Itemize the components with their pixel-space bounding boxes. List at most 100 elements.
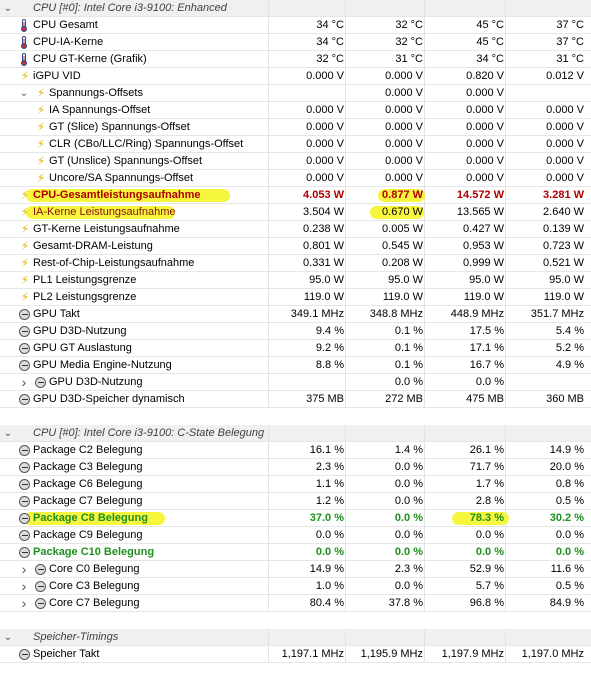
value-max: 0.000 V bbox=[466, 87, 504, 99]
sensor-row[interactable]: › GPU D3D-Nutzung 0.0 % 0.0 % bbox=[0, 374, 591, 391]
sensor-label: GT-Kerne Leistungsaufnahme bbox=[33, 223, 180, 235]
value-min: 0.0 % bbox=[394, 495, 423, 507]
sensor-row[interactable]: CPU Gesamt 34 °C 32 °C 45 °C 37 °C bbox=[0, 17, 591, 34]
sensor-row[interactable]: ⚡ GT (Unslice) Spannungs-Offset 0.000 V 0.0… bbox=[0, 153, 591, 170]
bolt-icon: ⚡ bbox=[36, 137, 46, 151]
sensor-label: Spannungs-Offsets bbox=[49, 87, 143, 99]
collapse-chevron-icon[interactable]: ⌄ bbox=[3, 3, 13, 14]
value-min: 348.8 MHz bbox=[369, 308, 423, 320]
section-header[interactable]: ⌄ CPU [#0]: Intel Core i3-9100: C-State B… bbox=[0, 425, 591, 442]
column-divider bbox=[424, 68, 425, 84]
collapse-chevron-icon[interactable]: ⌄ bbox=[19, 88, 29, 99]
column-divider bbox=[424, 476, 425, 492]
value-current: 32 °C bbox=[316, 53, 344, 65]
value-current: 34 °C bbox=[316, 19, 344, 31]
column-divider bbox=[424, 17, 425, 33]
column-divider bbox=[424, 357, 425, 373]
expand-chevron-icon[interactable]: › bbox=[21, 374, 27, 390]
value-avg: 11.6 % bbox=[550, 563, 584, 575]
column-divider bbox=[345, 0, 346, 16]
sensor-row[interactable]: GPU D3D-Nutzung 9.4 % 0.1 % 17.5 % 5.4 % bbox=[0, 323, 591, 340]
sensor-row[interactable]: ⚡ PL1 Leistungsgrenze 95.0 W 95.0 W 95.0 W 95… bbox=[0, 272, 591, 289]
sensor-row[interactable]: ⌄ ⚡ Spannungs-Offsets 0.000 V 0.000 V bbox=[0, 85, 591, 102]
sensor-row[interactable]: › Core C7 Belegung 80.4 % 37.8 % 96.8 % 84.9 … bbox=[0, 595, 591, 612]
value-max: 0.0 % bbox=[475, 546, 504, 558]
column-divider bbox=[505, 85, 506, 101]
value-avg: 95.0 W bbox=[549, 274, 584, 286]
value-avg: 0.521 W bbox=[543, 257, 584, 269]
sensor-row[interactable]: Package C3 Belegung 2.3 % 0.0 % 71.7 % 20.0 … bbox=[0, 459, 591, 476]
sensor-row[interactable]: GPU Takt 349.1 MHz 348.8 MHz 448.9 MHz 351.7… bbox=[0, 306, 591, 323]
value-current: 8.8 % bbox=[315, 359, 344, 371]
column-divider bbox=[268, 323, 269, 339]
sensor-row[interactable]: Package C9 Belegung 0.0 % 0.0 % 0.0 % 0.0 % bbox=[0, 527, 591, 544]
sensor-row[interactable]: GPU D3D-Speicher dynamisch 375 MB 272 MB 47… bbox=[0, 391, 591, 408]
column-divider bbox=[345, 102, 346, 118]
sensor-row[interactable]: Package C7 Belegung 1.2 % 0.0 % 2.8 % 0.5 % bbox=[0, 493, 591, 510]
sensor-row[interactable]: ⚡ iGPU VID 0.000 V 0.000 V 0.820 V 0.012 V bbox=[0, 68, 591, 85]
sensor-row[interactable]: Package C6 Belegung 1.1 % 0.0 % 1.7 % 0.8 % bbox=[0, 476, 591, 493]
sensor-row[interactable]: Package C10 Belegung 0.0 % 0.0 % 0.0 % 0.0 % bbox=[0, 544, 591, 561]
sensor-row[interactable]: CPU GT-Kerne (Grafik) 32 °C 31 °C 34 °C 31 °… bbox=[0, 51, 591, 68]
sensor-row[interactable]: › Core C0 Belegung 14.9 % 2.3 % 52.9 % 11.6 % bbox=[0, 561, 591, 578]
column-divider bbox=[505, 0, 506, 16]
column-divider bbox=[345, 204, 346, 220]
sensor-row[interactable]: ⚡ GT (Slice) Spannungs-Offset 0.000 V 0.000… bbox=[0, 119, 591, 136]
sensor-row[interactable]: GPU GT Auslastung 9.2 % 0.1 % 17.1 % 5.2 % bbox=[0, 340, 591, 357]
sensor-row[interactable]: Package C8 Belegung 37.0 % 0.0 % 78.3 % 30.2… bbox=[0, 510, 591, 527]
collapse-chevron-icon[interactable]: ⌄ bbox=[3, 632, 13, 643]
value-max: 0.0 % bbox=[475, 529, 504, 541]
sensor-row[interactable]: ⚡ IA Spannungs-Offset 0.000 V 0.000 V 0.000 … bbox=[0, 102, 591, 119]
sensor-row[interactable]: ⚡ CPU-Gesamtleistungsaufnahme 4.053 W 0.877… bbox=[0, 187, 591, 204]
value-avg: 14.9 % bbox=[549, 444, 584, 456]
column-divider bbox=[345, 68, 346, 84]
column-divider bbox=[505, 374, 506, 390]
bolt-icon: ⚡ bbox=[20, 188, 30, 202]
sensor-row[interactable]: ⚡ Uncore/SA Spannungs-Offset 0.000 V 0.000 … bbox=[0, 170, 591, 187]
gauge-icon bbox=[19, 462, 30, 473]
value-max: 1,197.9 MHz bbox=[441, 648, 504, 660]
sensor-label: Core C7 Belegung bbox=[49, 597, 140, 609]
section-header[interactable]: ⌄ CPU [#0]: Intel Core i3-9100: Enhanced bbox=[0, 0, 591, 17]
column-divider bbox=[424, 34, 425, 50]
sensor-row[interactable]: ⚡ IA-Kerne Leistungsaufnahme 3.504 W 0.670 … bbox=[0, 204, 591, 221]
value-max: 96.8 % bbox=[469, 597, 504, 609]
column-divider bbox=[505, 68, 506, 84]
value-min: 0.005 W bbox=[382, 223, 423, 235]
value-avg: 360 MB bbox=[546, 393, 584, 405]
sensor-row[interactable]: ⚡ Rest-of-Chip-Leistungsaufnahme 0.331 W 0.… bbox=[0, 255, 591, 272]
column-divider bbox=[505, 476, 506, 492]
column-divider bbox=[505, 238, 506, 254]
sensor-label: Package C9 Belegung bbox=[33, 529, 143, 541]
value-min: 0.000 V bbox=[385, 121, 423, 133]
value-min: 0.1 % bbox=[394, 342, 423, 354]
value-avg: 0.5 % bbox=[555, 580, 584, 592]
sensor-row[interactable]: ⚡ PL2 Leistungsgrenze 119.0 W 119.0 W 119.0 … bbox=[0, 289, 591, 306]
sensor-row[interactable]: ⚡ CLR (CBo/LLC/Ring) Spannungs-Offset 0.00… bbox=[0, 136, 591, 153]
column-divider bbox=[268, 391, 269, 407]
column-divider bbox=[424, 289, 425, 305]
sensor-row[interactable]: ⚡ GT-Kerne Leistungsaufnahme 0.238 W 0.005 … bbox=[0, 221, 591, 238]
column-divider bbox=[505, 595, 506, 611]
thermometer-icon bbox=[19, 53, 31, 66]
value-min: 272 MB bbox=[385, 393, 423, 405]
expand-chevron-icon[interactable]: › bbox=[21, 595, 27, 611]
section-header[interactable]: ⌄ Speicher-Timings bbox=[0, 629, 591, 646]
sensor-row[interactable]: › Core C3 Belegung 1.0 % 0.0 % 5.7 % 0.5 % bbox=[0, 578, 591, 595]
sensor-row[interactable]: CPU-IA-Kerne 34 °C 32 °C 45 °C 37 °C bbox=[0, 34, 591, 51]
value-max: 45 °C bbox=[476, 36, 504, 48]
sensor-row[interactable]: ⚡ Gesamt-DRAM-Leistung 0.801 W 0.545 W 0.953… bbox=[0, 238, 591, 255]
expand-chevron-icon[interactable]: › bbox=[21, 561, 27, 577]
collapse-chevron-icon[interactable]: ⌄ bbox=[3, 428, 13, 439]
column-divider bbox=[505, 136, 506, 152]
column-divider bbox=[345, 323, 346, 339]
value-current: 0.000 V bbox=[306, 104, 344, 116]
sensor-row[interactable]: Package C2 Belegung 16.1 % 1.4 % 26.1 % 14.9… bbox=[0, 442, 591, 459]
column-divider bbox=[345, 221, 346, 237]
expand-chevron-icon[interactable]: › bbox=[21, 578, 27, 594]
column-divider bbox=[268, 119, 269, 135]
sensor-row[interactable]: GPU Media Engine-Nutzung 8.8 % 0.1 % 16.7 %… bbox=[0, 357, 591, 374]
sensor-row[interactable]: Speicher Takt 1,197.1 MHz 1,195.9 MHz 1,197… bbox=[0, 646, 591, 663]
column-divider bbox=[424, 442, 425, 458]
column-divider bbox=[505, 272, 506, 288]
